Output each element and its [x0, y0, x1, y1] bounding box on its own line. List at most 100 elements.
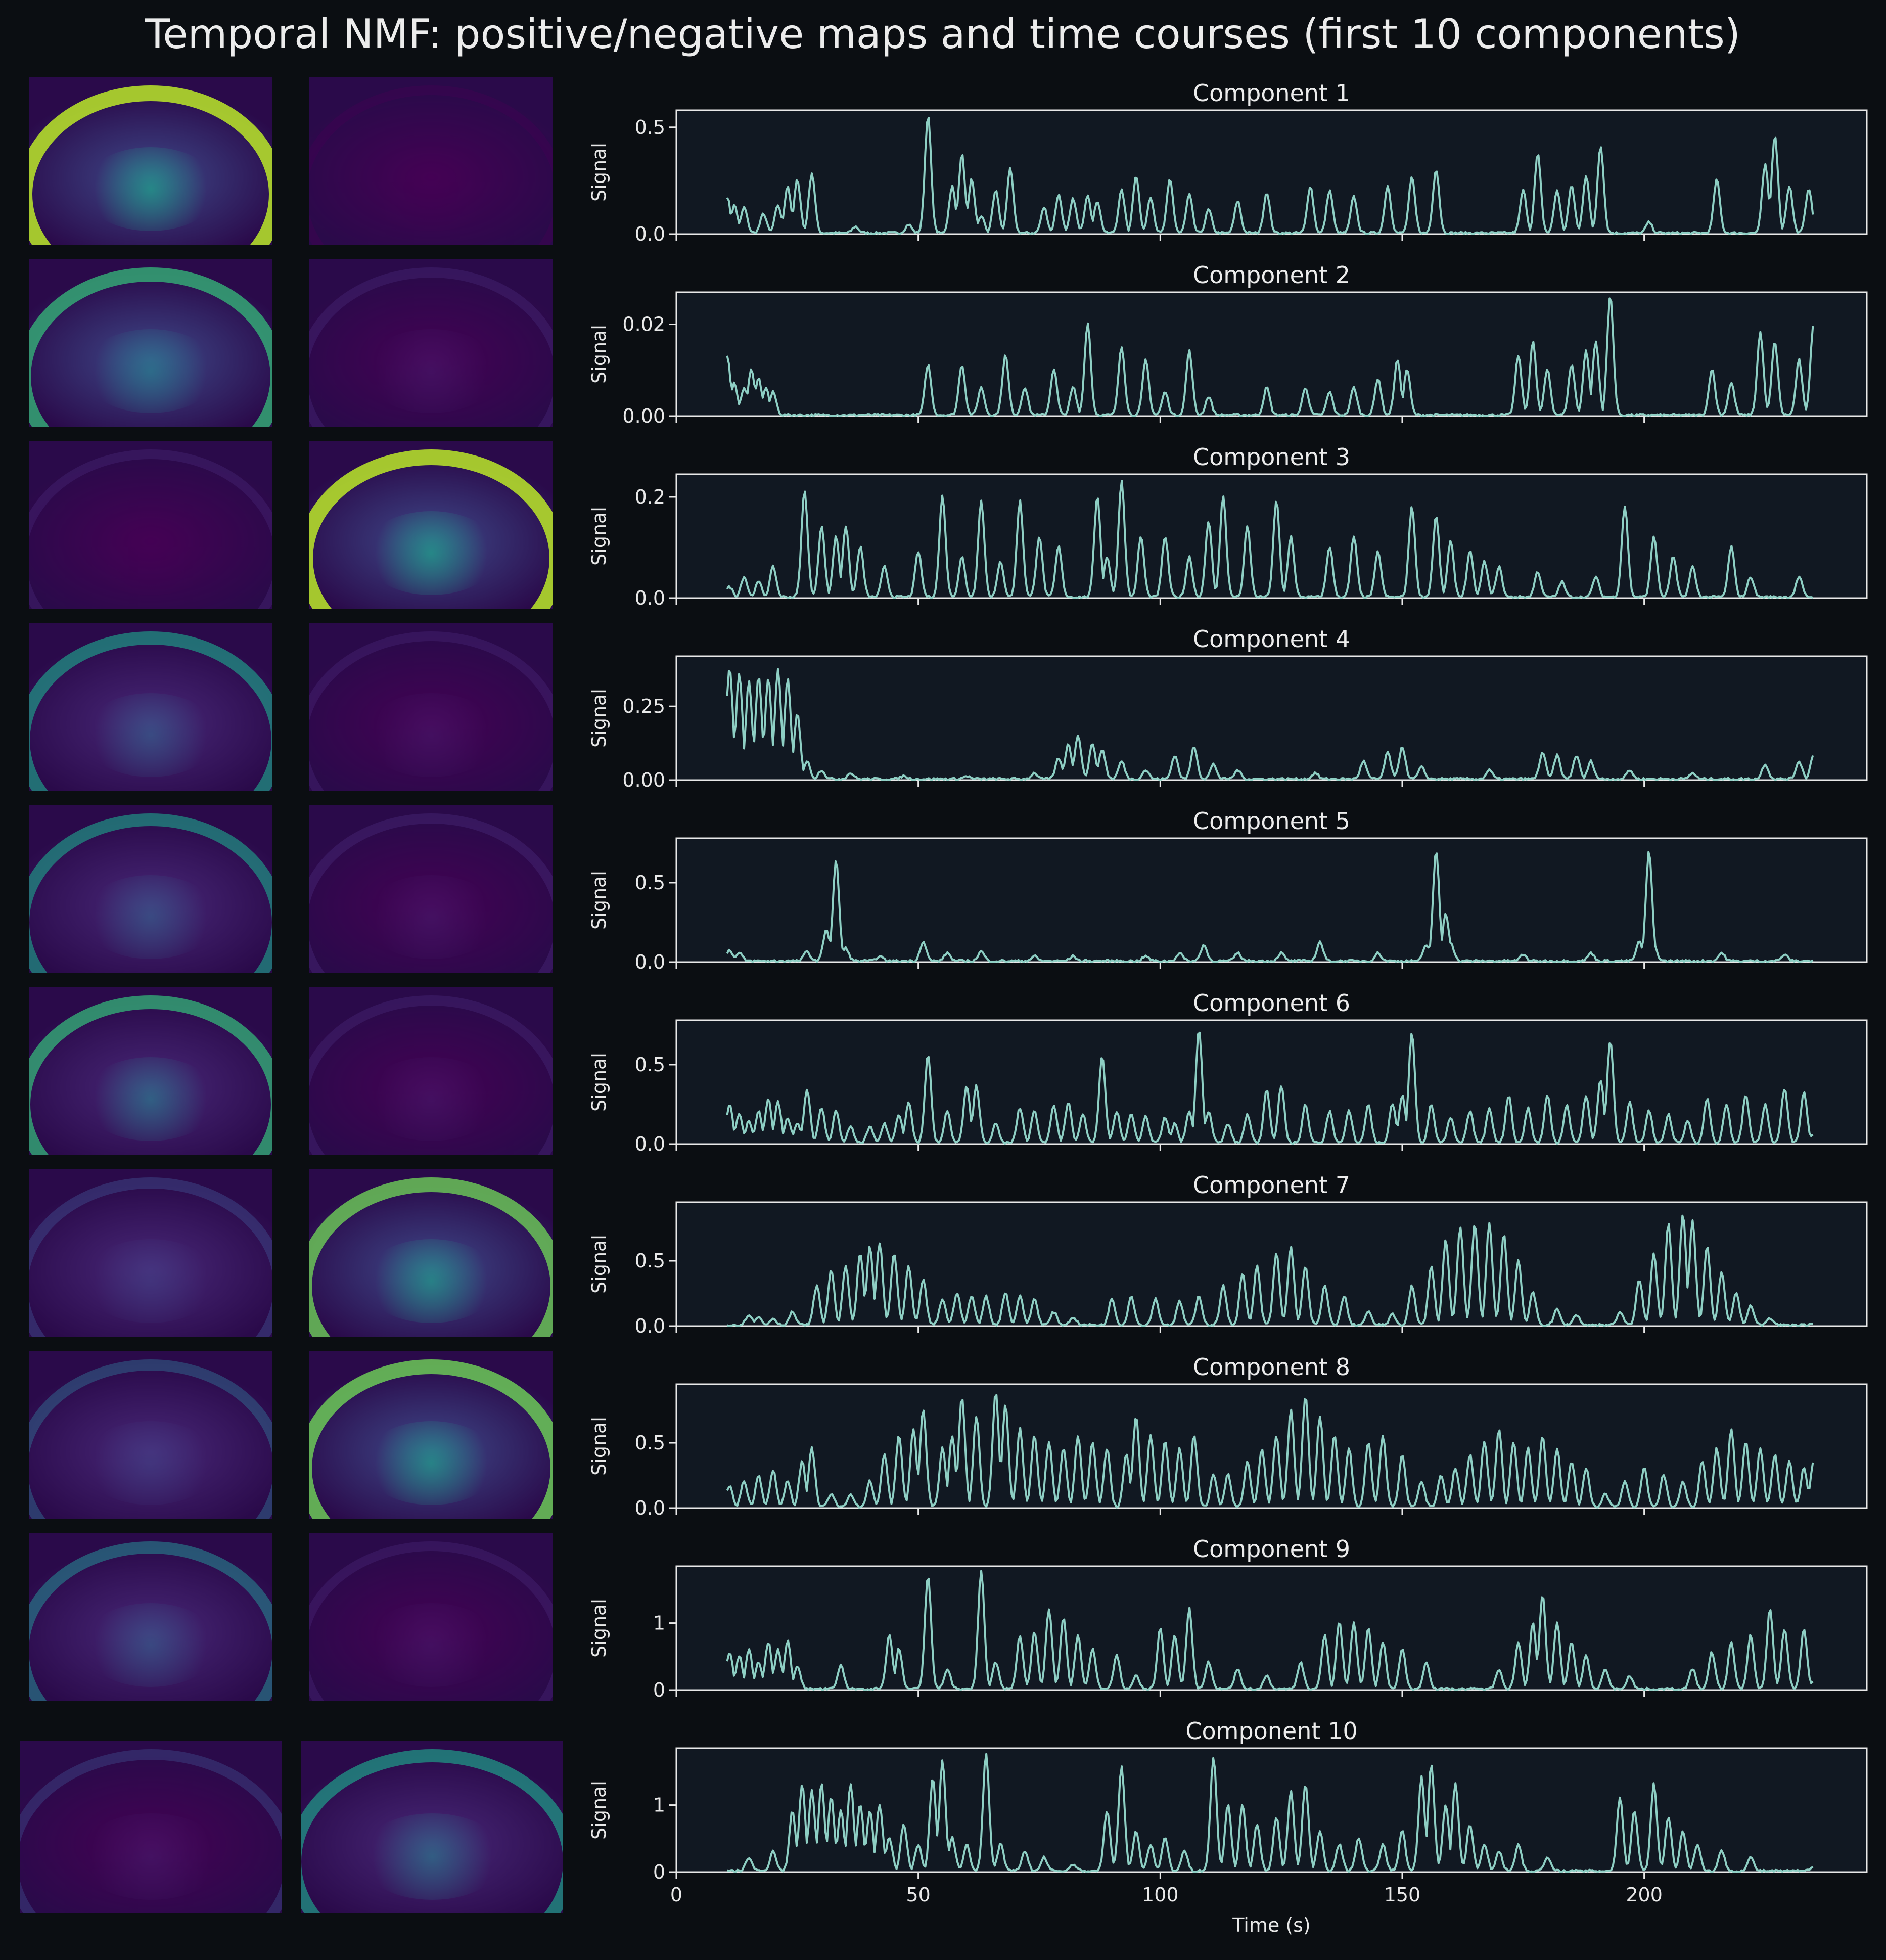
positive-map-7: [29, 1169, 272, 1337]
panel-title-9: Component 9: [1193, 1535, 1350, 1563]
panel-title-8: Component 8: [1193, 1353, 1350, 1381]
xtick-label: 50: [906, 1884, 930, 1906]
time-course-line-10: [726, 1753, 1814, 1873]
ytick-label: 0.0: [635, 1497, 665, 1519]
negative-map-5: [309, 805, 553, 973]
negative-map-1: [309, 77, 553, 245]
xtick-label: 200: [1626, 1884, 1663, 1906]
ytick-label: 0.25: [622, 695, 665, 717]
ytick-label: 0.0: [635, 951, 665, 973]
time-course-line-7: [726, 1214, 1813, 1327]
negative-map-3: [309, 441, 553, 609]
inner-structure: [82, 147, 219, 232]
inner-structure: [82, 1057, 219, 1142]
inner-structure: [363, 1421, 499, 1506]
inner-structure: [82, 1421, 219, 1506]
positive-map-4: [29, 623, 272, 791]
panel-title-5: Component 5: [1193, 807, 1350, 835]
negative-map-4: [309, 623, 553, 791]
ytick-label: 0.5: [635, 1432, 665, 1454]
ytick-label: 0.0: [635, 1133, 665, 1155]
inner-structure: [82, 693, 219, 778]
positive-map-8: [29, 1351, 272, 1519]
xtick-label: 150: [1384, 1884, 1421, 1906]
positive-map-10: [20, 1741, 282, 1913]
ylabel-7: Signal: [588, 1235, 610, 1294]
inner-structure: [82, 875, 219, 960]
ylabel-10: Signal: [588, 1781, 610, 1840]
time-course-line-3: [726, 480, 1813, 599]
ylabel-9: Signal: [588, 1599, 610, 1658]
axes-frame-9: [675, 1565, 1868, 1691]
positive-map-5: [29, 805, 272, 973]
ytick-label: 1: [653, 1794, 665, 1816]
inner-structure: [363, 1603, 499, 1688]
axes-frame-2: [675, 291, 1868, 417]
ylabel-6: Signal: [588, 1053, 610, 1112]
positive-map-6: [29, 987, 272, 1155]
inner-structure: [82, 329, 219, 414]
inner-structure: [363, 875, 499, 960]
ytick-label: 0.5: [635, 872, 665, 894]
xlabel: Time (s): [1232, 1914, 1311, 1936]
inner-structure: [363, 1057, 499, 1142]
panel-title-1: Component 1: [1193, 79, 1350, 107]
ytick-label: 0.0: [635, 223, 665, 245]
panel-title-2: Component 2: [1193, 261, 1350, 289]
panel-title-4: Component 4: [1193, 625, 1350, 653]
ytick-label: 0: [653, 1679, 665, 1701]
ytick-label: 0.0: [635, 587, 665, 609]
inner-structure: [363, 147, 499, 232]
inner-structure: [363, 329, 499, 414]
time-course-line-2: [726, 297, 1814, 417]
panel-title-7: Component 7: [1193, 1171, 1350, 1199]
time-course-line-6: [726, 1031, 1814, 1145]
time-course-line-4: [726, 668, 1814, 781]
ytick-label: 0: [653, 1861, 665, 1883]
negative-map-7: [309, 1169, 553, 1337]
ytick-label: 1: [653, 1612, 665, 1634]
inner-structure: [363, 693, 499, 778]
axes-frame-4: [675, 655, 1868, 781]
positive-map-1: [29, 77, 272, 245]
ytick-label: 0.02: [622, 313, 665, 336]
inner-structure: [82, 1603, 219, 1688]
negative-map-6: [309, 987, 553, 1155]
inner-structure: [363, 511, 499, 596]
time-course-line-5: [726, 851, 1814, 963]
panel-title-3: Component 3: [1193, 443, 1350, 471]
component-panels: Component 1 Signal 0.0 0.5 Component 2 Signal…: [588, 79, 1868, 1936]
ytick-label: 0.00: [622, 405, 665, 427]
inner-structure: [363, 1239, 499, 1324]
inner-structure: [358, 1813, 506, 1900]
positive-map-2: [29, 259, 272, 427]
xtick-label: 100: [1142, 1884, 1179, 1906]
inner-structure: [82, 511, 219, 596]
ylabel-3: Signal: [588, 507, 610, 566]
ylabel-4: Signal: [588, 689, 610, 748]
time-course-line-8: [726, 1394, 1814, 1509]
figure-title: Temporal NMF: positive/negative maps and…: [145, 11, 1740, 58]
ytick-label: 0.5: [635, 1054, 665, 1076]
ytick-label: 0.2: [635, 486, 665, 508]
ylabel-1: Signal: [588, 143, 610, 202]
negative-map-9: [309, 1533, 553, 1701]
xtick-label: 0: [670, 1884, 682, 1906]
positive-map-9: [29, 1533, 272, 1701]
axes-frame-5: [675, 837, 1868, 963]
negative-map-8: [309, 1351, 553, 1519]
ylabel-5: Signal: [588, 871, 610, 930]
inner-structure: [77, 1813, 225, 1900]
panel-title-6: Component 6: [1193, 989, 1350, 1017]
ytick-label: 0.5: [635, 1250, 665, 1272]
time-course-line-1: [726, 117, 1814, 235]
panel-title-10: Component 10: [1185, 1717, 1357, 1745]
ytick-label: 0.5: [635, 116, 665, 139]
negative-map-10: [301, 1741, 563, 1913]
ytick-label: 0.0: [635, 1315, 665, 1337]
negative-map-2: [309, 259, 553, 427]
ylabel-8: Signal: [588, 1417, 610, 1476]
ylabel-2: Signal: [588, 325, 610, 384]
time-course-line-9: [726, 1570, 1814, 1691]
